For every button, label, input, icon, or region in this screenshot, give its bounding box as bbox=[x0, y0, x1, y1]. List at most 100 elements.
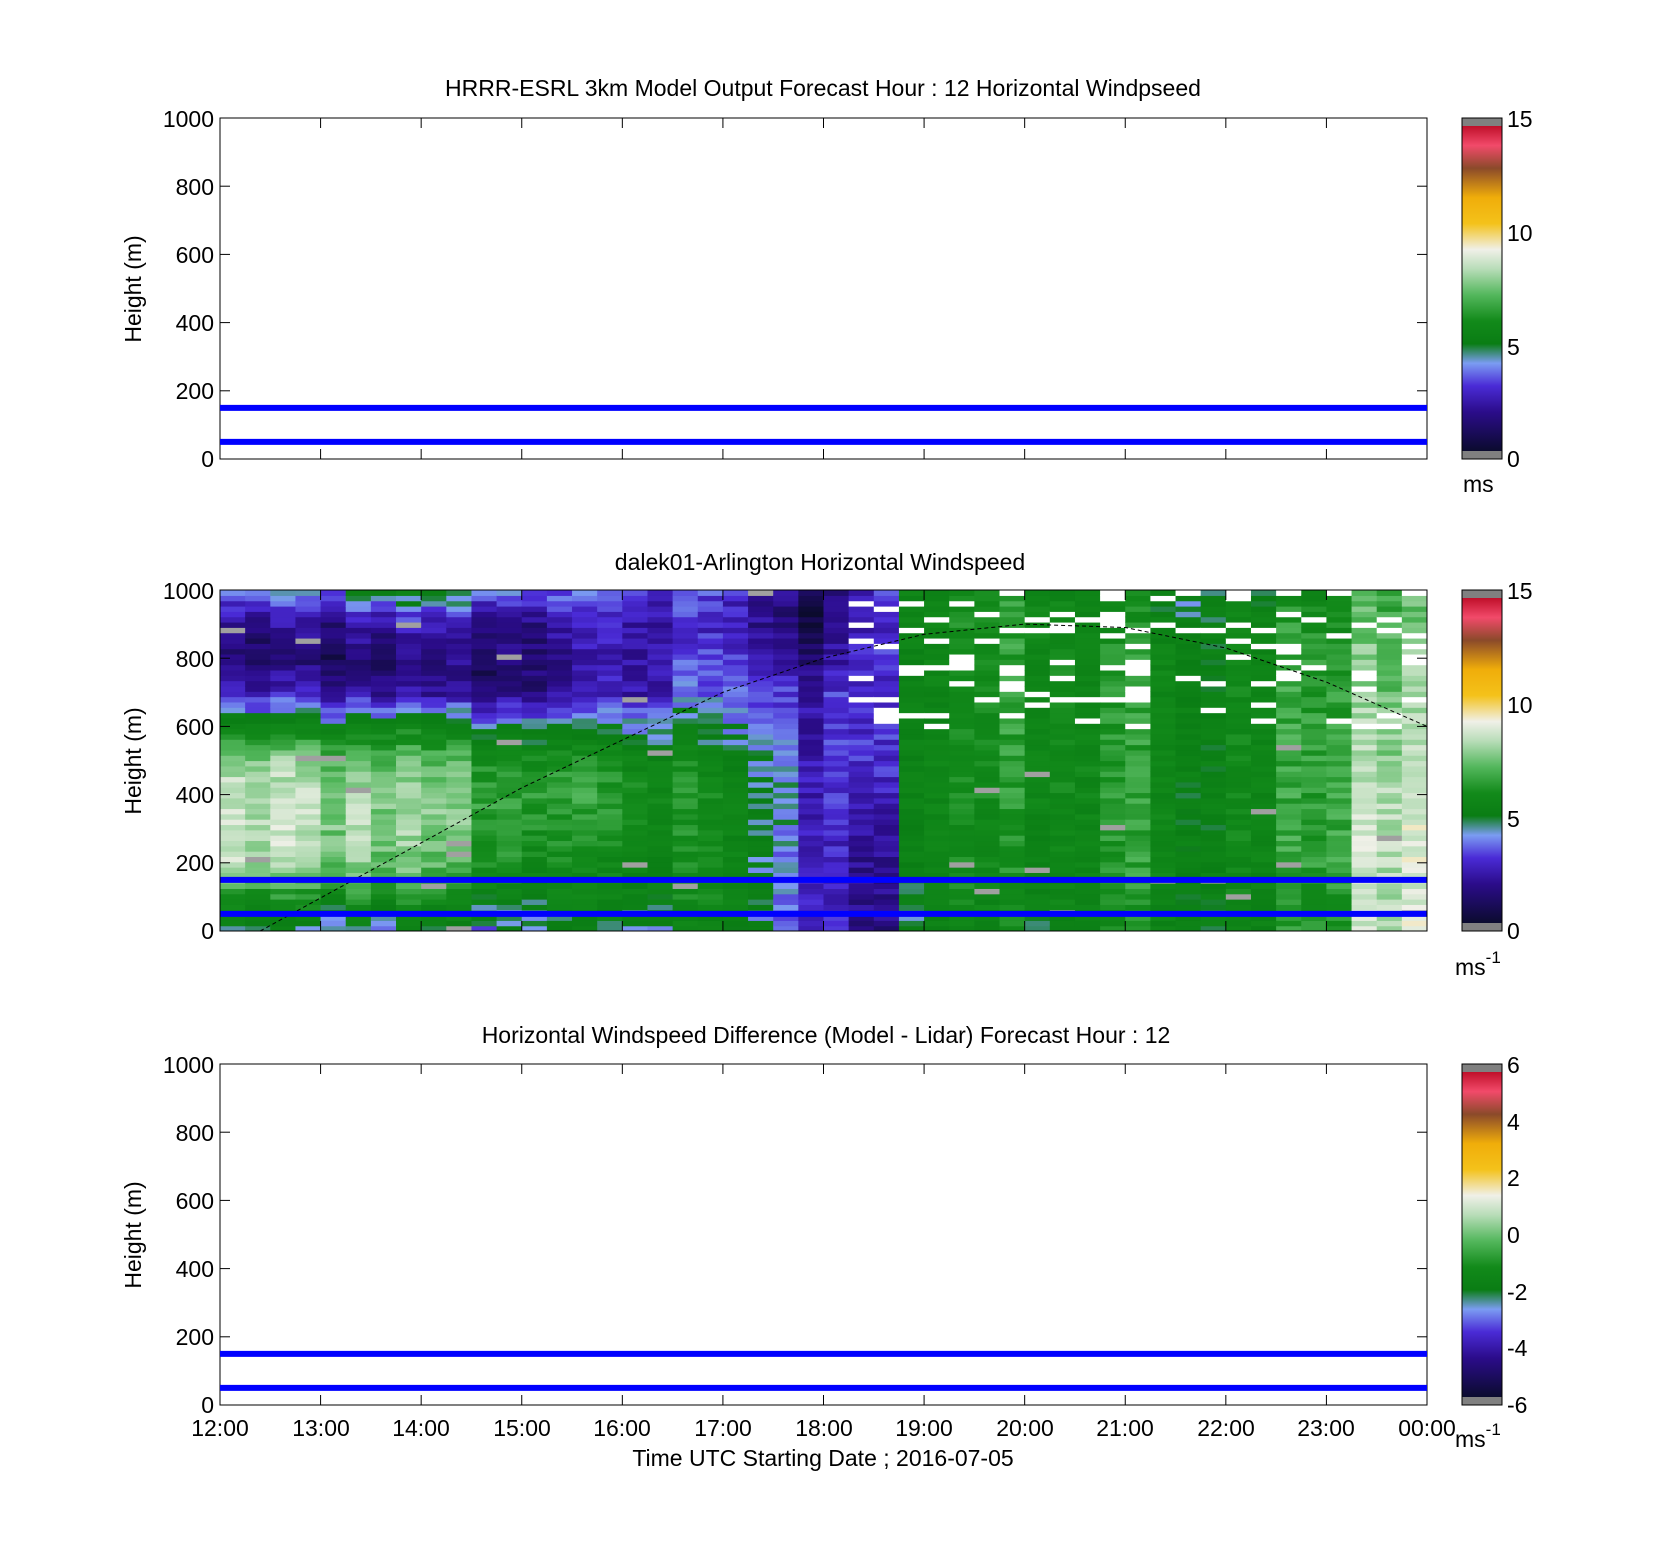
heatmap-cell bbox=[572, 600, 598, 607]
heatmap-cell bbox=[848, 856, 875, 863]
heatmap-cell bbox=[748, 600, 774, 607]
heatmap-cell bbox=[396, 872, 422, 879]
heatmap-cell bbox=[245, 835, 271, 842]
heatmap-cell bbox=[295, 915, 322, 921]
heatmap-cell bbox=[1326, 664, 1353, 671]
heatmap-cell bbox=[898, 765, 925, 772]
heatmap-cell bbox=[722, 776, 749, 783]
heatmap-cell bbox=[1074, 755, 1101, 762]
heatmap-cell bbox=[320, 605, 347, 612]
heatmap-cell bbox=[320, 883, 347, 889]
heatmap-cell bbox=[1200, 632, 1227, 639]
heatmap-cell bbox=[924, 776, 950, 783]
heatmap-cell bbox=[471, 749, 498, 756]
heatmap-cell bbox=[446, 861, 473, 868]
heatmap-cell bbox=[898, 829, 925, 836]
heatmap-cell bbox=[572, 723, 598, 730]
heatmap-cell bbox=[1401, 632, 1427, 639]
heatmap-cell bbox=[546, 717, 573, 724]
heatmap-cell bbox=[848, 845, 875, 852]
heatmap-cell bbox=[546, 760, 573, 767]
heatmap-cell bbox=[345, 829, 372, 836]
heatmap-cell bbox=[1301, 664, 1328, 671]
heatmap-cell bbox=[1049, 675, 1076, 682]
heatmap-cell bbox=[974, 861, 1001, 868]
heatmap-cell bbox=[898, 813, 925, 820]
heatmap-cell bbox=[647, 808, 674, 815]
heatmap-cell bbox=[823, 920, 850, 927]
heatmap-cell bbox=[898, 792, 925, 799]
heatmap-cell bbox=[798, 590, 825, 596]
heatmap-cell bbox=[672, 605, 699, 612]
heatmap-cell bbox=[1200, 701, 1227, 708]
heatmap-cell bbox=[1401, 872, 1427, 879]
heatmap-cell bbox=[1301, 776, 1328, 783]
heatmap-cell bbox=[873, 760, 900, 767]
heatmap-cell bbox=[370, 925, 397, 931]
heatmap-cell bbox=[924, 637, 950, 644]
heatmap-cell bbox=[1100, 723, 1126, 730]
heatmap-cell bbox=[521, 781, 548, 788]
heatmap-cell bbox=[1049, 723, 1076, 730]
heatmap-cell bbox=[848, 792, 875, 799]
heatmap-cell bbox=[1301, 590, 1328, 596]
heatmap-cell bbox=[1225, 787, 1252, 794]
heatmap-cell bbox=[597, 888, 623, 895]
heatmap-cell bbox=[672, 893, 699, 900]
heatmap-cell bbox=[245, 733, 271, 740]
heatmap-cell bbox=[622, 685, 649, 692]
heatmap-cell bbox=[1125, 872, 1151, 879]
heatmap-cell bbox=[1049, 819, 1076, 826]
heatmap-cell bbox=[873, 717, 900, 724]
heatmap-cell bbox=[245, 808, 271, 815]
heatmap-cell bbox=[1376, 669, 1403, 676]
heatmap-cell bbox=[722, 787, 749, 794]
heatmap-cell bbox=[446, 723, 473, 730]
heatmap-cell bbox=[1074, 781, 1101, 788]
heatmap-cell bbox=[798, 701, 825, 708]
heatmap-cell bbox=[370, 595, 397, 602]
heatmap-cell bbox=[672, 899, 699, 905]
heatmap-cell bbox=[949, 659, 975, 666]
heatmap-cell bbox=[1376, 819, 1403, 826]
heatmap-cell bbox=[672, 728, 699, 735]
heatmap-cell bbox=[1100, 792, 1126, 799]
heatmap-cell bbox=[572, 643, 598, 650]
heatmap-cell bbox=[446, 707, 473, 714]
heatmap-cell bbox=[848, 851, 875, 858]
heatmap-cell bbox=[722, 611, 749, 618]
heatmap-cell bbox=[1100, 840, 1126, 847]
heatmap-cell bbox=[1351, 792, 1378, 799]
heatmap-cell bbox=[1125, 701, 1151, 708]
heatmap-cell bbox=[295, 893, 322, 900]
heatmap-cell bbox=[1200, 739, 1227, 746]
heatmap-cell bbox=[873, 616, 900, 623]
heatmap-cell bbox=[1175, 835, 1202, 842]
heatmap-cell bbox=[446, 813, 473, 820]
heatmap-cell bbox=[1326, 872, 1353, 879]
heatmap-cell bbox=[898, 904, 925, 911]
heatmap-cell bbox=[1200, 893, 1227, 900]
colorbar-tick: 6 bbox=[1507, 1052, 1520, 1078]
heatmap-cell bbox=[396, 915, 422, 921]
heatmap-cell bbox=[295, 653, 322, 660]
heatmap-cell bbox=[295, 717, 322, 724]
heatmap-cell bbox=[521, 728, 548, 735]
heatmap-cell bbox=[924, 792, 950, 799]
heatmap-cell bbox=[345, 595, 372, 602]
heatmap-cell bbox=[546, 632, 573, 639]
heatmap-cell bbox=[1351, 835, 1378, 842]
heatmap-cell bbox=[823, 829, 850, 836]
heatmap-cell bbox=[1225, 920, 1252, 927]
heatmap-cell bbox=[521, 883, 548, 889]
heatmap-cell bbox=[1150, 920, 1177, 927]
heatmap-cell bbox=[647, 893, 674, 900]
heatmap-cell bbox=[773, 808, 799, 815]
heatmap-cell bbox=[848, 867, 875, 873]
heatmap-cell bbox=[1074, 851, 1101, 858]
heatmap-cell bbox=[697, 760, 724, 767]
heatmap-cell bbox=[1150, 739, 1177, 746]
heatmap-cell bbox=[622, 701, 649, 708]
heatmap-cell bbox=[1326, 707, 1353, 714]
heatmap-cell bbox=[345, 605, 372, 612]
